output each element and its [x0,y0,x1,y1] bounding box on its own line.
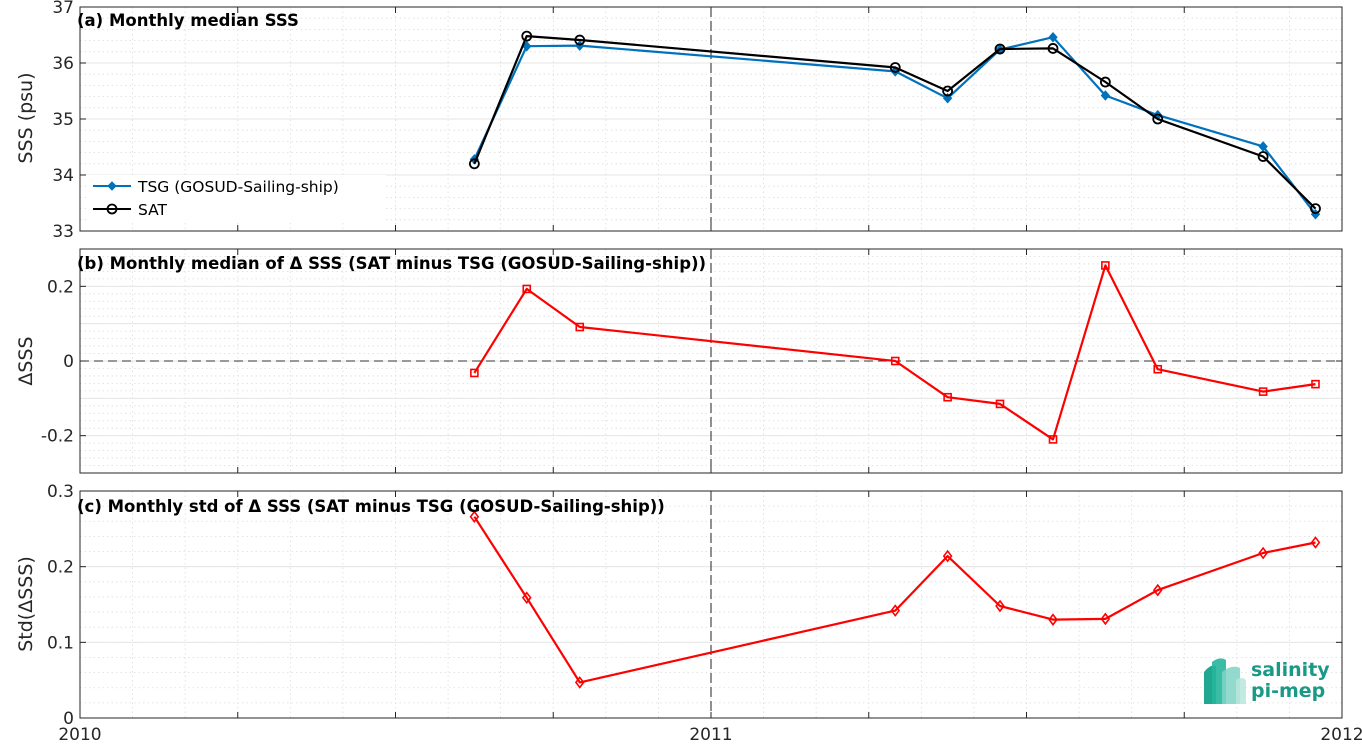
panel-monthly-std-delta-sss: 0 0.1 0.2 0.3 2010 2011 2012 [47,482,1362,745]
panel-a-title: (a) Monthly median SSS [77,11,299,30]
panel-b-data-point [470,368,479,378]
logo-text-line2: pi-mep [1251,680,1325,702]
panel-a-data-point [1100,90,1111,101]
panel-a-data-point [468,158,480,170]
logo-text-line1: salinity [1251,659,1330,681]
wave-icon [1204,658,1246,704]
panel-b-data-point [1153,364,1163,374]
panel-a-ytick-label: 36 [52,54,74,74]
panel-a-data-point [1257,151,1269,162]
panel-c-data-point [1258,546,1268,560]
panel-a-ytick-label: 33 [52,222,74,242]
panel-c-data-point [1100,612,1111,626]
legend-sat-marker [106,203,118,215]
panel-c-xtick-label: 2010 [58,725,101,745]
panel-b-data-point [943,392,952,402]
panel-a-data-point [942,85,954,97]
legend: TSG (GOSUD-Sailing-ship) SAT [86,175,386,223]
panel-a-data-point [1310,203,1321,215]
panel-a-data-point [1048,31,1058,43]
panel-b-title-text: (b) Monthly median of Δ SSS (SAT minus T… [77,254,706,273]
panel-b-data-point [575,322,585,332]
panel-a-data-point [889,62,901,73]
panel-a-data-point [942,93,953,104]
panel-b-data-point [1101,261,1110,270]
legend-tsg-marker [107,181,117,191]
panel-a-data-point [1152,113,1164,125]
panel-a-ylabel: SSS (psu) [15,72,37,163]
panel-b-title: (b) Monthly median of Δ SSS (SAT minus T… [77,254,706,273]
panel-b-ytick-label: 0 [63,352,74,372]
panel-c-ytick-label: 0.3 [47,482,74,502]
panel-b-data-point [1258,387,1268,396]
panel-a-ytick-label: 34 [52,166,74,186]
panel-a-data-point [574,34,586,46]
panel-a-data-point [1258,141,1268,152]
panel-c-ytick-label: 0.1 [47,633,74,653]
panel-b-data-point [890,356,900,366]
panel-a-series-line [473,34,1317,210]
panel-c-data-point [1048,613,1058,626]
panel-c-xtick-label: 2011 [689,725,732,745]
panel-b-data-point [995,399,1005,409]
panel-monthly-median-delta-sss: 0.2 0 -0.2 [41,248,1343,474]
panel-c-data-point [890,604,901,617]
panel-c-xtick-label: 2012 [1320,725,1362,745]
panel-c-data-point [995,599,1005,613]
panel-a-data-point [521,30,533,42]
panel-c-data-point [1310,536,1321,549]
panel-c-data-point [1152,583,1163,597]
panel-b-data-point [1048,435,1058,444]
panel-c-data-point [574,676,585,689]
panel-b-series-line [473,264,1316,441]
panel-a-data-point [994,43,1006,55]
panel-c-ytick-label: 0 [63,709,74,729]
legend-sat-label: SAT [138,201,168,219]
panel-b-ylabel: ΔSSS [15,336,37,385]
panel-c-ylabel: Std(ΔSSS) [15,556,37,652]
panel-b-data-point [1311,379,1320,389]
panel-a-data-point [1047,43,1059,54]
panel-c-series-line [473,516,1316,684]
panel-c-title-text: (c) Monthly std of Δ SSS (SAT minus TSG … [77,497,665,516]
panel-a-data-point [1099,76,1111,88]
panel-a-title-text: (a) Monthly median SSS [77,11,299,30]
panel-a-ytick-label: 35 [52,110,74,130]
legend-tsg-label: TSG (GOSUD-Sailing-ship) [137,178,339,196]
panel-b-ytick-label: 0.2 [47,277,74,297]
panel-a-ytick-label: 37 [52,0,74,18]
salinity-pi-mep-logo: salinity pi-mep [1204,658,1330,704]
panel-c-data-point [942,549,953,563]
panel-b-ytick-label: -0.2 [41,427,74,447]
panel-c-data-point [521,591,532,605]
panel-b-data-point [522,284,532,294]
panel-c-title: (c) Monthly std of Δ SSS (SAT minus TSG … [77,497,665,516]
panel-c-ytick-label: 0.2 [47,558,74,578]
legend-background [86,175,386,223]
panel-c-data-point [469,510,480,524]
